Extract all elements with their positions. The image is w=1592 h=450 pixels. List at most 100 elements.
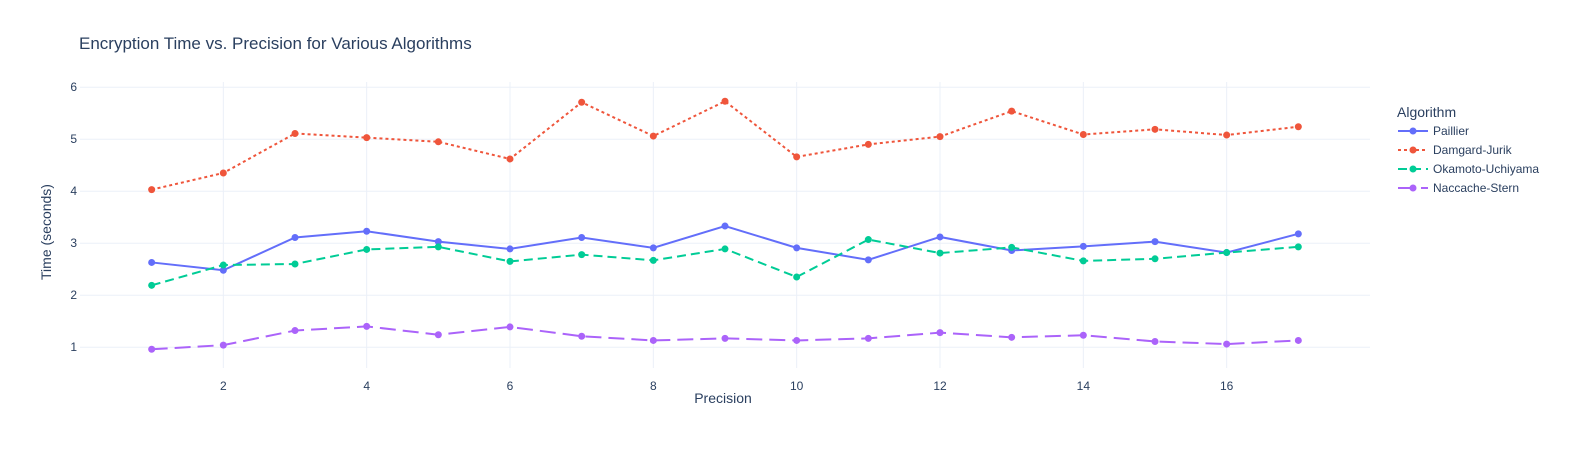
data-point[interactable]	[1079, 131, 1087, 139]
legend-item-paillier[interactable]: Paillier	[1398, 124, 1469, 138]
series-damgard-jurik	[148, 97, 1302, 194]
data-point[interactable]	[506, 155, 514, 163]
data-point[interactable]	[578, 233, 586, 241]
legend-label: Naccache-Stern	[1433, 181, 1519, 195]
data-point[interactable]	[1151, 125, 1159, 133]
legend-item-damgard-jurik[interactable]: Damgard-Jurik	[1398, 143, 1513, 157]
data-point[interactable]	[434, 243, 442, 251]
data-point[interactable]	[721, 334, 729, 342]
legend[interactable]: Paillier Damgard-Jurik Okamoto-Uchiyama Nac…	[1398, 124, 1539, 195]
data-point[interactable]	[649, 256, 657, 264]
data-point[interactable]	[578, 98, 586, 106]
data-point[interactable]	[721, 222, 729, 230]
data-point[interactable]	[864, 236, 872, 244]
data-point[interactable]	[1151, 238, 1159, 246]
y-tick-label: 1	[70, 340, 77, 354]
data-point[interactable]	[649, 244, 657, 252]
data-point[interactable]	[1294, 123, 1302, 131]
data-point[interactable]	[363, 227, 371, 235]
x-tick-label: 16	[1220, 379, 1234, 393]
data-point[interactable]	[219, 169, 227, 177]
data-point[interactable]	[291, 327, 299, 335]
grid	[80, 82, 1370, 368]
data-point[interactable]	[148, 258, 156, 266]
data-point[interactable]	[1079, 331, 1087, 339]
data-point[interactable]	[291, 260, 299, 268]
data-point[interactable]	[434, 331, 442, 339]
data-point[interactable]	[793, 244, 801, 252]
legend-marker	[1409, 127, 1417, 135]
data-point[interactable]	[1294, 336, 1302, 344]
data-point[interactable]	[363, 134, 371, 142]
y-tick-labels: 1 2 3 4 5 6	[70, 80, 77, 354]
data-point[interactable]	[363, 245, 371, 253]
legend-item-naccache-stern[interactable]: Naccache-Stern	[1398, 181, 1519, 195]
data-point[interactable]	[1294, 230, 1302, 238]
chart-title: Encryption Time vs. Precision for Variou…	[79, 34, 472, 53]
y-tick-label: 4	[70, 184, 77, 198]
data-point[interactable]	[219, 341, 227, 349]
data-point[interactable]	[864, 140, 872, 148]
x-tick-label: 10	[790, 379, 804, 393]
data-point[interactable]	[721, 97, 729, 105]
data-point[interactable]	[291, 233, 299, 241]
x-tick-labels: 2 4 6 8 10 12 14 16	[220, 379, 1234, 393]
data-point[interactable]	[721, 245, 729, 253]
data-point[interactable]	[864, 256, 872, 264]
data-point[interactable]	[1008, 333, 1016, 341]
data-point[interactable]	[1223, 131, 1231, 139]
data-point[interactable]	[219, 266, 227, 274]
data-point[interactable]	[1294, 243, 1302, 251]
y-tick-label: 5	[70, 132, 77, 146]
x-tick-label: 14	[1077, 379, 1091, 393]
data-point[interactable]	[1151, 337, 1159, 345]
legend-label: Paillier	[1433, 124, 1469, 138]
series-okamoto-uchiyama	[148, 236, 1302, 289]
data-point[interactable]	[793, 153, 801, 161]
legend-item-okamoto-uchiyama[interactable]: Okamoto-Uchiyama	[1398, 162, 1539, 176]
data-point[interactable]	[936, 233, 944, 241]
data-point[interactable]	[578, 332, 586, 340]
data-point[interactable]	[1223, 340, 1231, 348]
x-tick-label: 4	[363, 379, 370, 393]
data-point[interactable]	[936, 329, 944, 337]
legend-label: Damgard-Jurik	[1433, 143, 1513, 157]
data-point[interactable]	[1151, 255, 1159, 263]
y-tick-label: 2	[70, 288, 77, 302]
data-point[interactable]	[506, 257, 514, 265]
data-point[interactable]	[363, 322, 371, 330]
series-naccache-stern	[148, 322, 1302, 353]
data-point[interactable]	[649, 336, 657, 344]
data-point[interactable]	[1079, 257, 1087, 265]
data-point[interactable]	[1008, 243, 1016, 251]
data-point[interactable]	[864, 334, 872, 342]
legend-title: Algorithm	[1397, 104, 1456, 120]
data-point[interactable]	[1079, 242, 1087, 250]
data-point[interactable]	[291, 129, 299, 137]
series-paillier	[148, 222, 1302, 274]
data-point[interactable]	[1008, 107, 1016, 115]
data-point[interactable]	[434, 238, 442, 246]
data-point[interactable]	[506, 245, 514, 253]
data-point[interactable]	[434, 138, 442, 146]
data-point[interactable]	[148, 281, 156, 289]
data-point[interactable]	[793, 336, 801, 344]
data-point[interactable]	[936, 133, 944, 141]
data-point[interactable]	[936, 249, 944, 257]
y-axis-title: Time (seconds)	[38, 184, 54, 280]
x-tick-label: 6	[507, 379, 514, 393]
x-tick-label: 2	[220, 379, 227, 393]
data-point[interactable]	[578, 251, 586, 259]
data-point[interactable]	[1223, 249, 1231, 257]
y-tick-label: 3	[70, 236, 77, 250]
data-point[interactable]	[148, 186, 156, 194]
data-point[interactable]	[506, 323, 514, 331]
legend-marker	[1409, 165, 1417, 173]
data-point[interactable]	[649, 132, 657, 140]
legend-marker	[1409, 184, 1417, 192]
x-tick-label: 12	[933, 379, 947, 393]
data-point[interactable]	[148, 345, 156, 353]
data-point[interactable]	[793, 273, 801, 281]
data-point[interactable]	[219, 261, 227, 269]
